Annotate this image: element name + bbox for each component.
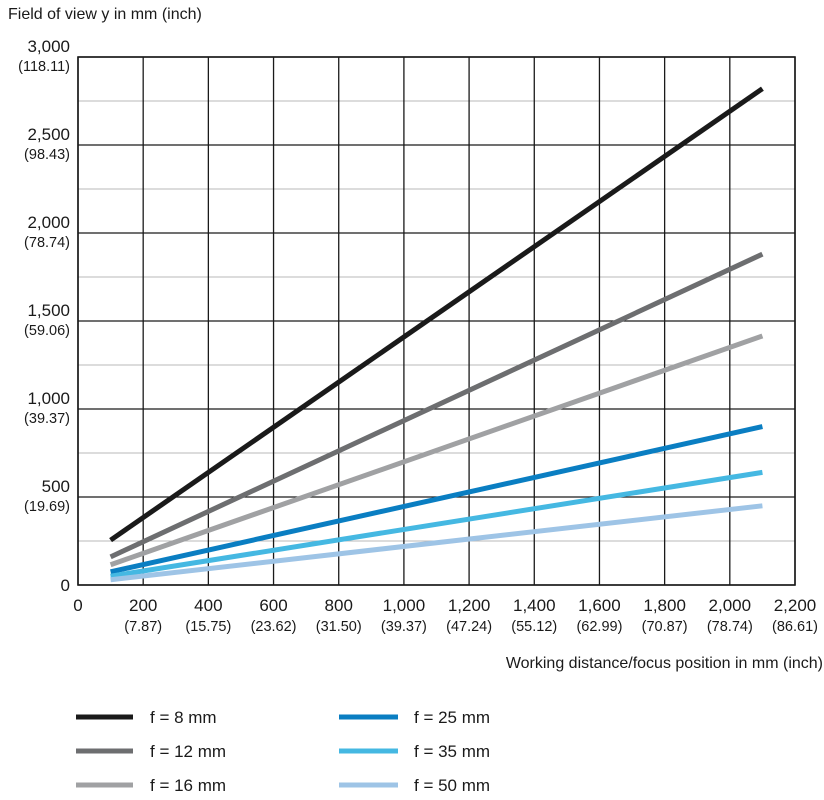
legend-label: f = 12 mm <box>150 742 226 761</box>
series-line-1 <box>109 251 764 560</box>
x-tick-sublabel: (23.62) <box>251 619 297 635</box>
x-tick-sublabel: (70.87) <box>642 619 688 635</box>
y-tick-label: 500 <box>42 477 70 496</box>
legend: f = 8 mm f = 12 mm f = 16 mm f = 25 mm f = 3… <box>76 708 490 795</box>
x-tick-sublabel: (86.61) <box>772 619 818 635</box>
series-line-5 <box>110 503 763 583</box>
y-tick-sublabel: (78.74) <box>24 235 70 251</box>
y-tick-sublabel: (98.43) <box>24 147 70 163</box>
x-tick-label: 800 <box>325 596 353 615</box>
series-line-2 <box>109 333 764 568</box>
x-axis-ticks: 0 200 (7.87) 400 (15.75) 600 (23.62) 800 (31.50)… <box>73 596 818 635</box>
x-tick-label: 1,200 <box>448 596 491 615</box>
series-lines <box>109 86 764 583</box>
x-tick-sublabel: (55.12) <box>511 619 557 635</box>
y-tick-label: 1,500 <box>27 301 70 320</box>
y-tick-label: 1,000 <box>27 389 70 408</box>
series-line-0 <box>109 86 764 543</box>
y-tick-label: 2,500 <box>27 125 70 144</box>
y-tick-label: 0 <box>61 576 70 595</box>
legend-label: f = 25 mm <box>414 708 490 727</box>
y-tick-sublabel: (118.11) <box>18 59 70 75</box>
plot-frame <box>77 56 796 586</box>
x-tick-sublabel: (7.87) <box>124 619 162 635</box>
y-tick-sublabel: (19.69) <box>24 499 70 515</box>
series-line-3 <box>110 424 763 575</box>
x-tick-label: 2,000 <box>709 596 752 615</box>
legend-label: f = 8 mm <box>150 708 217 727</box>
y-axis-ticks: 0 500 (19.69) 1,000 (39.37) 1,500 (59.06) 2,000… <box>18 37 70 595</box>
x-tick-label: 1,400 <box>513 596 556 615</box>
x-tick-sublabel: (78.74) <box>707 619 753 635</box>
x-tick-label: 0 <box>73 596 82 615</box>
x-tick-label: 1,800 <box>643 596 686 615</box>
y-tick-label: 2,000 <box>27 213 70 232</box>
y-tick-sublabel: (39.37) <box>24 411 70 427</box>
grid <box>77 56 796 586</box>
x-tick-sublabel: (62.99) <box>576 619 622 635</box>
x-tick-label: 1,000 <box>383 596 426 615</box>
x-axis-label: Working distance/focus position in mm (i… <box>506 655 823 672</box>
x-tick-label: 400 <box>194 596 222 615</box>
legend-label: f = 16 mm <box>150 776 226 795</box>
series-line-4 <box>110 469 763 579</box>
y-axis-label: Field of view y in mm (inch) <box>8 6 202 23</box>
x-tick-label: 1,600 <box>578 596 621 615</box>
x-tick-sublabel: (47.24) <box>446 619 492 635</box>
x-tick-sublabel: (15.75) <box>185 619 231 635</box>
legend-label: f = 50 mm <box>414 776 490 795</box>
x-tick-label: 2,200 <box>774 596 817 615</box>
y-tick-label: 3,000 <box>27 37 70 56</box>
legend-label: f = 35 mm <box>414 742 490 761</box>
x-tick-sublabel: (39.37) <box>381 619 427 635</box>
x-tick-label: 600 <box>259 596 287 615</box>
x-tick-label: 200 <box>129 596 157 615</box>
y-tick-sublabel: (59.06) <box>24 323 70 339</box>
x-tick-sublabel: (31.50) <box>316 619 362 635</box>
